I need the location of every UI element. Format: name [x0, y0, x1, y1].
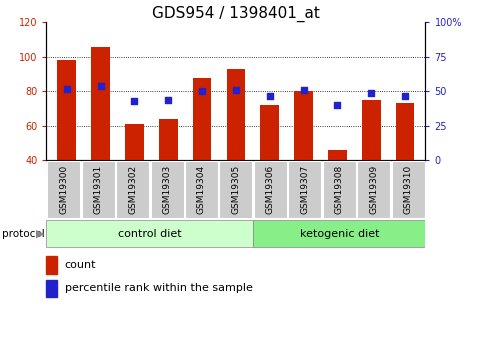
Point: [97, 83, 104, 89]
Bar: [288, 161, 321, 218]
Bar: [361, 100, 380, 160]
Point: [299, 87, 307, 93]
Bar: [253, 220, 425, 247]
Text: GSM19307: GSM19307: [300, 165, 309, 214]
Bar: [395, 104, 414, 160]
Point: [366, 90, 374, 96]
Text: ▶: ▶: [36, 229, 44, 239]
Bar: [226, 69, 245, 160]
Bar: [391, 161, 424, 218]
Bar: [46, 220, 253, 247]
Point: [130, 98, 138, 104]
Bar: [81, 161, 114, 218]
Bar: [46, 280, 57, 297]
Bar: [356, 161, 389, 218]
Bar: [116, 161, 149, 218]
Text: percentile rank within the sample: percentile rank within the sample: [64, 283, 252, 293]
Text: GSM19305: GSM19305: [231, 165, 240, 214]
Point: [198, 89, 205, 94]
Text: GSM19300: GSM19300: [59, 165, 68, 214]
Text: GSM19309: GSM19309: [368, 165, 378, 214]
Bar: [47, 161, 80, 218]
Point: [400, 93, 408, 98]
Text: GSM19303: GSM19303: [162, 165, 171, 214]
Text: GSM19310: GSM19310: [403, 165, 412, 214]
Text: protocol: protocol: [2, 229, 45, 239]
Bar: [46, 256, 57, 274]
Bar: [57, 60, 76, 160]
Point: [164, 97, 172, 102]
Text: control diet: control diet: [118, 229, 181, 239]
Text: count: count: [64, 260, 96, 270]
Bar: [91, 47, 110, 160]
Bar: [125, 124, 143, 160]
Text: GSM19306: GSM19306: [265, 165, 274, 214]
Bar: [192, 78, 211, 160]
Text: ketogenic diet: ketogenic diet: [299, 229, 378, 239]
Point: [265, 93, 273, 98]
Bar: [327, 150, 346, 160]
Bar: [260, 105, 279, 160]
Bar: [294, 91, 312, 160]
Bar: [219, 161, 252, 218]
Point: [333, 102, 341, 108]
Bar: [159, 119, 177, 160]
Text: GSM19304: GSM19304: [197, 165, 205, 214]
Bar: [322, 161, 355, 218]
Text: GSM19308: GSM19308: [334, 165, 343, 214]
Title: GDS954 / 1398401_at: GDS954 / 1398401_at: [152, 6, 319, 22]
Point: [63, 86, 71, 91]
Text: GSM19302: GSM19302: [128, 165, 137, 214]
Point: [231, 87, 239, 93]
Bar: [253, 161, 286, 218]
Bar: [184, 161, 218, 218]
Text: GSM19301: GSM19301: [93, 165, 102, 214]
Bar: [150, 161, 183, 218]
